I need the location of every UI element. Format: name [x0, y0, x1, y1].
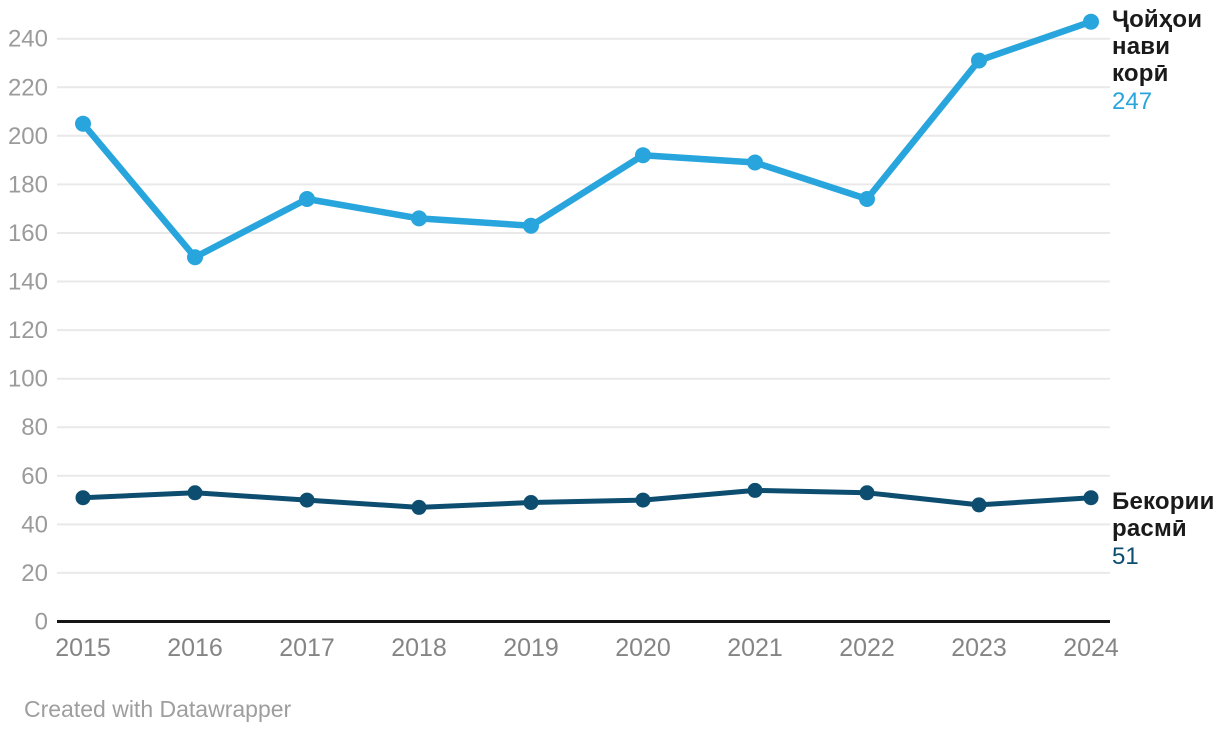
data-point[interactable]: [635, 147, 651, 164]
data-point[interactable]: [523, 495, 539, 510]
y-tick-label: 240: [8, 26, 48, 53]
x-tick-label: 2022: [839, 634, 895, 662]
x-tick-label: 2016: [167, 634, 223, 662]
data-point[interactable]: [523, 217, 539, 234]
data-point[interactable]: [971, 52, 987, 69]
y-tick-label: 100: [8, 366, 48, 393]
y-tick-label: 220: [8, 74, 48, 101]
data-point[interactable]: [299, 191, 315, 207]
data-point[interactable]: [411, 499, 427, 515]
y-tick-label: 120: [8, 317, 48, 344]
y-tick-label: 60: [21, 463, 48, 490]
x-tick-label: 2023: [951, 634, 1007, 662]
series-label-new-jobs: Ҷойҳои нави корӣ 247: [1112, 6, 1220, 115]
x-tick-label: 2021: [727, 634, 783, 662]
plot-area: 0 20 40 60 80 100 120 140 160 180 200 220 240 2015 201…: [8, 13, 1119, 662]
y-tick-label: 20: [21, 560, 48, 587]
data-point[interactable]: [635, 492, 651, 508]
x-tick-label: 2015: [55, 634, 111, 662]
series-name: Ҷойҳои нави корӣ: [1112, 6, 1203, 87]
data-point[interactable]: [299, 492, 315, 508]
data-point[interactable]: [1083, 490, 1099, 506]
x-tick-label: 2018: [391, 634, 447, 662]
y-tick-label: 140: [8, 269, 48, 296]
data-point[interactable]: [187, 249, 203, 266]
y-tick-label: 160: [8, 220, 48, 247]
data-point[interactable]: [971, 497, 987, 513]
data-point[interactable]: [859, 485, 875, 501]
data-point[interactable]: [747, 154, 763, 171]
series-end-value: 51: [1112, 543, 1139, 570]
data-point[interactable]: [859, 191, 875, 207]
x-tick-label: 2017: [279, 634, 335, 662]
series-line: [79, 18, 1095, 261]
x-tick-label: 2020: [615, 634, 671, 662]
series-line: [80, 487, 1094, 510]
y-tick-label: 200: [8, 123, 48, 150]
y-tick-label: 180: [8, 171, 48, 198]
data-point[interactable]: [75, 490, 91, 506]
y-tick-label: 80: [21, 414, 48, 441]
data-point[interactable]: [747, 482, 763, 498]
data-point[interactable]: [1083, 13, 1099, 30]
series-name: Бекории расмӣ: [1112, 488, 1215, 542]
y-tick-label: 40: [21, 511, 48, 538]
y-tick-label: 0: [35, 609, 48, 636]
x-tick-label: 2019: [503, 634, 559, 662]
x-tick-label: 2024: [1063, 634, 1119, 662]
data-point[interactable]: [411, 210, 427, 227]
series-end-value: 247: [1112, 88, 1153, 115]
datawrapper-credit: Created with Datawrapper: [24, 696, 292, 722]
data-point[interactable]: [187, 485, 203, 501]
data-point[interactable]: [75, 115, 91, 132]
series-label-official-unemployment: Бекории расмӣ 51: [1112, 488, 1220, 570]
